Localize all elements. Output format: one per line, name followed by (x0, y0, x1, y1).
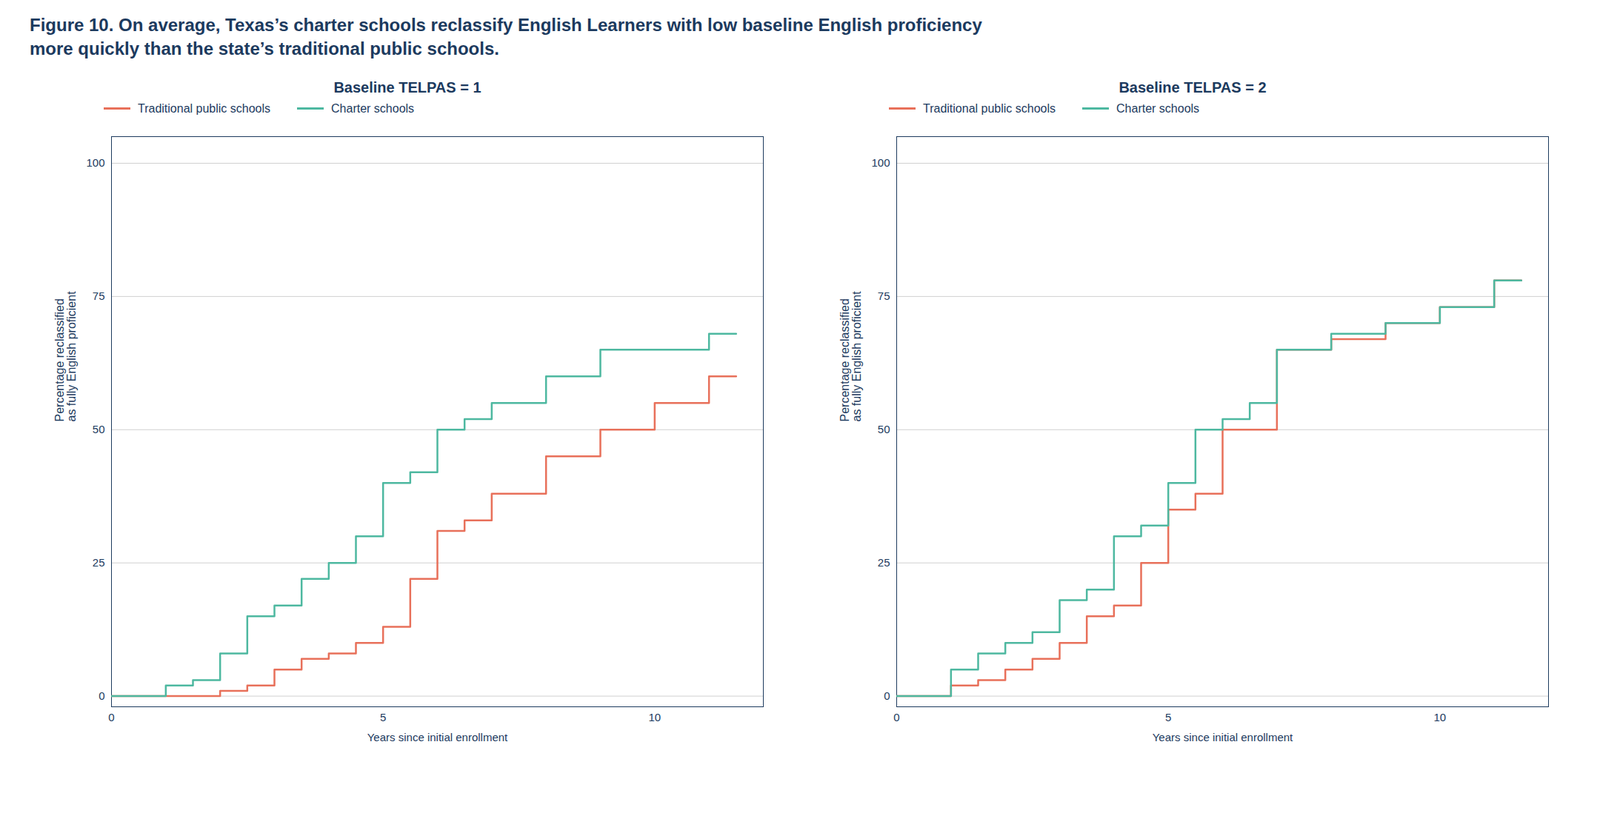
svg-text:0: 0 (883, 689, 890, 703)
svg-text:50: 50 (877, 422, 891, 436)
svg-text:Percentage reclassifiedas full: Percentage reclassifiedas fully English … (53, 291, 78, 423)
svg-text:Years since initial enrollment: Years since initial enrollment (1152, 730, 1294, 743)
svg-text:100: 100 (85, 156, 105, 169)
svg-text:10: 10 (1433, 711, 1446, 724)
svg-text:Years since initial enrollment: Years since initial enrollment (367, 730, 509, 743)
svg-text:0: 0 (98, 689, 105, 703)
svg-text:10: 10 (648, 711, 661, 724)
html-text:Baseline TELPAS = 2: Baseline TELPAS = 2 (1118, 79, 1267, 96)
svg-text:25: 25 (877, 556, 891, 569)
svg-text:5: 5 (380, 711, 386, 724)
html-text:Charter schools: Charter schools (331, 102, 415, 115)
svg-text:100: 100 (871, 156, 890, 169)
svg-text:0: 0 (108, 711, 115, 724)
svg-text:50: 50 (92, 422, 106, 436)
svg-text:Percentage reclassifiedas full: Percentage reclassifiedas fully English … (838, 291, 863, 423)
svg-text:5: 5 (1165, 711, 1172, 724)
html-text:Baseline TELPAS = 1: Baseline TELPAS = 1 (333, 79, 482, 96)
svg-text:0: 0 (893, 711, 900, 724)
html-text:Figure 10. On average, Texas’s: Figure 10. On average, Texas’s charter s… (29, 14, 983, 59)
svg-text:25: 25 (92, 556, 106, 569)
svg-text:75: 75 (92, 289, 106, 303)
html-text:Charter schools: Charter schools (1116, 102, 1200, 115)
html-text:Traditional public schools: Traditional public schools (137, 102, 271, 115)
html-text:Traditional public schools: Traditional public schools (922, 102, 1056, 115)
svg-text:75: 75 (877, 289, 891, 303)
